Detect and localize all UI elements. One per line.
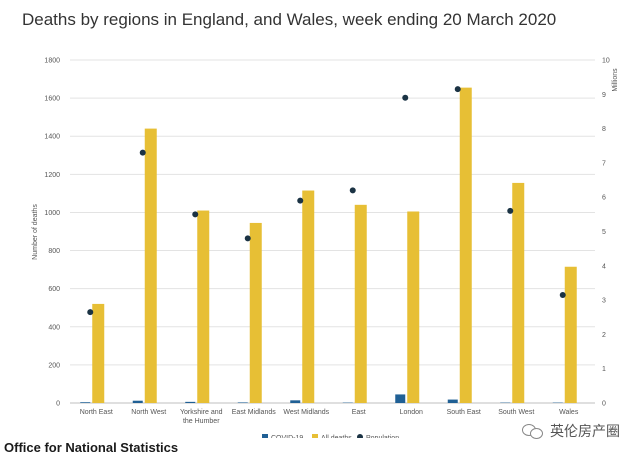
- legend-label: Population: [366, 435, 399, 438]
- x-tick-label-line: the Humber: [183, 418, 220, 425]
- y-tick-label: 1800: [44, 58, 60, 65]
- wechat-icon: [522, 423, 544, 439]
- population-point: [349, 187, 356, 194]
- x-tick-label: South East: [447, 409, 481, 416]
- x-tick-label-line: North East: [80, 409, 113, 416]
- all-deaths-bar: [512, 182, 525, 403]
- y2-tick-label: 10: [602, 58, 610, 65]
- x-tick-label: South West: [498, 409, 534, 416]
- y2-tick-label: 9: [602, 92, 606, 99]
- watermark-text: 英伦房产圈: [550, 423, 620, 439]
- all-deaths-bar: [197, 210, 210, 403]
- legend: COVID-19 All deaths Population: [262, 434, 399, 438]
- y2-tick-label: 8: [602, 126, 606, 133]
- x-tick-label: East: [352, 409, 366, 416]
- x-tick-label-line: West Midlands: [283, 409, 329, 416]
- deaths-by-region-chart: 0 200 400 600 800 1000 1200 1400 1600 1800 0 1 2 3 4 5…: [32, 58, 619, 438]
- population-point: [297, 197, 304, 204]
- x-tick-label: Wales: [559, 409, 579, 416]
- legend-label: COVID-19: [271, 435, 303, 438]
- y-tick-label: 400: [48, 324, 60, 331]
- legend-label: All deaths: [321, 435, 352, 438]
- covid-bar: [185, 401, 196, 403]
- all-deaths-bar: [564, 266, 577, 403]
- x-tick-label-line: Yorkshire and: [180, 409, 223, 416]
- right-axis: 0 1 2 3 4 5 6 7 8 9 10: [602, 58, 610, 408]
- all-deaths-bar: [354, 204, 367, 403]
- watermark: 英伦房产圈: [522, 421, 620, 441]
- all-deaths-bar: [459, 87, 472, 403]
- y-tick-label: 1000: [44, 210, 60, 217]
- x-tick-label-line: South West: [498, 409, 534, 416]
- y-tick-label: 1600: [44, 96, 60, 103]
- covid-bar: [447, 399, 458, 403]
- x-tick-label: West Midlands: [283, 409, 329, 416]
- covid-bar: [290, 400, 301, 403]
- y2-tick-label: 2: [602, 332, 606, 339]
- x-tick-label-line: London: [400, 409, 423, 416]
- y2-tick-label: 1: [602, 366, 606, 373]
- x-tick-label-line: East Midlands: [232, 409, 276, 416]
- y2-axis-label: Millions: [612, 68, 619, 92]
- y-axis-label: Number of deaths: [32, 204, 39, 260]
- population-point: [192, 211, 199, 218]
- left-axis: 0 200 400 600 800 1000 1200 1400 1600 1800: [44, 58, 60, 408]
- population-point: [87, 309, 94, 316]
- y-tick-label: 1400: [44, 134, 60, 141]
- x-tick-label: London: [400, 409, 423, 416]
- all-deaths-bar: [92, 303, 105, 403]
- all-deaths-bar: [249, 222, 262, 403]
- x-tick-label-line: East: [352, 409, 366, 416]
- all-deaths-bar: [302, 190, 315, 403]
- population-points: [87, 86, 566, 316]
- x-tick-label: East Midlands: [232, 409, 276, 416]
- x-tick-label-line: South East: [447, 409, 481, 416]
- population-point: [454, 86, 461, 93]
- y2-tick-label: 4: [602, 263, 606, 270]
- covid-bar: [395, 394, 406, 403]
- chart-title: Deaths by regions in England, and Wales,…: [22, 10, 557, 29]
- y2-tick-label: 3: [602, 298, 606, 305]
- legend-swatch: [357, 434, 363, 438]
- y-tick-label: 600: [48, 286, 60, 293]
- all-deaths-bar: [144, 128, 157, 403]
- category-labels: North East North West Yorkshire and the Hum…: [80, 409, 579, 425]
- x-tick-label-line: North West: [131, 409, 166, 416]
- x-tick-label: Yorkshire and the Humber: [180, 409, 223, 425]
- y2-tick-label: 7: [602, 160, 606, 167]
- x-tick-label: North East: [80, 409, 113, 416]
- covid-bar: [132, 400, 143, 403]
- population-point: [244, 235, 251, 242]
- population-point: [507, 207, 514, 214]
- all-deaths-bar: [407, 211, 420, 403]
- covid-bar: [80, 402, 91, 403]
- y-tick-label: 800: [48, 248, 60, 255]
- y2-tick-label: 6: [602, 195, 606, 202]
- x-tick-label: North West: [131, 409, 166, 416]
- x-tick-label-line: Wales: [559, 409, 579, 416]
- y2-tick-label: 0: [602, 401, 606, 408]
- legend-swatch: [262, 434, 268, 438]
- source-credit: Office for National Statistics: [4, 440, 179, 455]
- y-tick-label: 0: [56, 401, 60, 408]
- covid-bar: [237, 402, 248, 403]
- gridlines: [70, 59, 595, 404]
- bars: [80, 87, 577, 403]
- population-point: [402, 94, 409, 101]
- y-tick-label: 200: [48, 362, 60, 369]
- y2-tick-label: 5: [602, 229, 606, 236]
- population-point: [559, 291, 566, 298]
- population-point: [139, 149, 146, 156]
- y-tick-label: 1200: [44, 172, 60, 179]
- legend-swatch: [312, 434, 318, 438]
